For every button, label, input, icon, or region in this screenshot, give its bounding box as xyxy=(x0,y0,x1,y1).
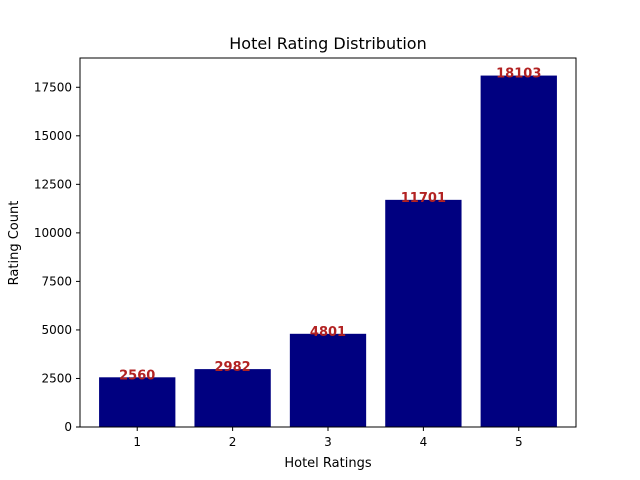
y-tick-label: 12500 xyxy=(34,177,72,191)
x-axis-label: Hotel Ratings xyxy=(284,456,371,471)
bar-rating-2 xyxy=(194,369,271,427)
plot-frame xyxy=(79,57,577,428)
bar-rating-3 xyxy=(289,333,367,427)
y-axis-ticks: 0 2500 5000 7500 10000 12500 15000 17500 xyxy=(34,80,80,434)
y-tick-label: 7500 xyxy=(41,274,72,288)
y-axis-label: Rating Count xyxy=(7,201,22,286)
bar-rating-4 xyxy=(385,199,462,427)
bar-rating-5 xyxy=(480,75,557,427)
y-tick-label: 5000 xyxy=(41,323,72,337)
y-tick-label: 15000 xyxy=(34,129,72,143)
y-tick-label: 0 xyxy=(64,420,72,434)
chart-title: Hotel Rating Distribution xyxy=(229,34,426,53)
x-tick-label: 4 xyxy=(420,435,428,449)
y-tick-label: 17500 xyxy=(34,80,72,94)
data-label-rating-4: 11701 xyxy=(401,191,446,206)
y-tick-label: 10000 xyxy=(34,226,72,240)
x-tick-label: 1 xyxy=(133,435,141,449)
x-tick-label: 5 xyxy=(515,435,523,449)
data-label-rating-2: 2982 xyxy=(215,360,251,375)
data-label-rating-5: 18103 xyxy=(496,67,541,82)
y-tick-label: 2500 xyxy=(41,371,72,385)
bars xyxy=(99,75,557,427)
x-tick-label: 3 xyxy=(324,435,332,449)
data-labels: 2560 2982 4801 11701 18103 xyxy=(119,67,541,384)
data-label-rating-3: 4801 xyxy=(310,325,346,340)
bar-rating-1 xyxy=(99,377,176,427)
x-axis-ticks: 1 2 3 4 5 xyxy=(133,427,523,449)
x-tick-label: 2 xyxy=(229,435,237,449)
data-label-rating-1: 2560 xyxy=(119,368,155,383)
